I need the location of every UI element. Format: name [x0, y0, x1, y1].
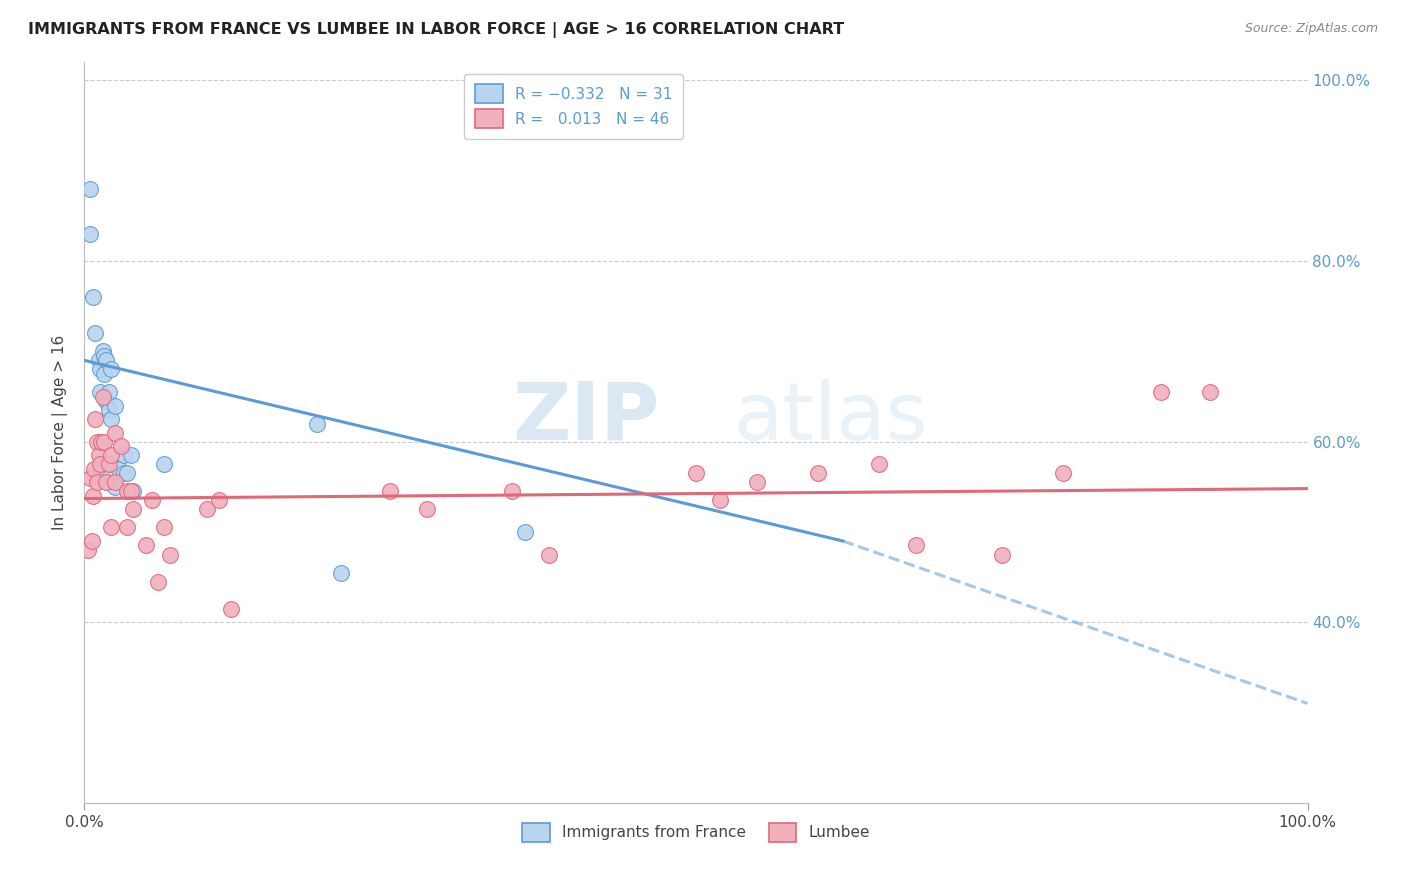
Point [96, 475, 118, 490]
Point [195, 502, 218, 516]
Point [120, 484, 142, 499]
Point [97, 403, 120, 417]
Point [93, 434, 115, 449]
Point [100, 412, 122, 426]
Legend: Immigrants from France, Lumbee: Immigrants from France, Lumbee [513, 814, 879, 851]
Text: atlas: atlas [733, 379, 927, 457]
Point [159, 548, 181, 562]
Point [104, 475, 127, 490]
Point [747, 475, 769, 490]
Point [96, 353, 118, 368]
Point [502, 484, 524, 499]
Point [79, 471, 101, 485]
Point [86, 475, 108, 490]
Point [709, 493, 731, 508]
Text: ZIP: ZIP [512, 379, 659, 457]
Point [86, 434, 108, 449]
Point [115, 484, 138, 499]
Point [84, 412, 107, 426]
Y-axis label: In Labor Force | Age > 16: In Labor Force | Age > 16 [52, 335, 69, 530]
Point [104, 399, 127, 413]
Point [208, 493, 231, 508]
Point [89, 362, 111, 376]
Point [87, 448, 110, 462]
Point [115, 467, 138, 481]
Point [79, 227, 101, 241]
Point [135, 539, 157, 553]
Point [91, 344, 114, 359]
Point [107, 461, 129, 475]
Point [112, 448, 135, 462]
Point [112, 467, 135, 481]
Point [104, 480, 127, 494]
Point [1150, 384, 1173, 399]
Point [97, 384, 120, 399]
Point [91, 390, 114, 404]
Text: Source: ZipAtlas.com: Source: ZipAtlas.com [1244, 22, 1378, 36]
Point [110, 439, 132, 453]
Point [104, 425, 127, 440]
Point [89, 457, 111, 471]
Point [96, 394, 118, 409]
Point [416, 502, 439, 516]
Point [685, 467, 707, 481]
Point [84, 326, 107, 341]
Point [120, 448, 142, 462]
Point [122, 484, 145, 499]
Point [1198, 384, 1220, 399]
Point [80, 533, 103, 548]
Point [141, 493, 163, 508]
Point [869, 457, 891, 471]
Point [330, 566, 353, 580]
Point [100, 520, 122, 534]
Point [380, 484, 402, 499]
Point [305, 417, 328, 431]
Point [82, 489, 104, 503]
Point [97, 471, 120, 485]
Point [93, 367, 115, 381]
Point [219, 601, 242, 615]
Point [83, 461, 105, 475]
Point [79, 182, 101, 196]
Point [513, 524, 536, 539]
Point [153, 520, 176, 534]
Point [1052, 467, 1074, 481]
Point [807, 467, 830, 481]
Point [115, 520, 138, 534]
Point [122, 502, 145, 516]
Point [905, 539, 928, 553]
Point [90, 434, 112, 449]
Point [100, 448, 122, 462]
Point [87, 353, 110, 368]
Point [100, 362, 122, 376]
Point [153, 457, 176, 471]
Point [146, 574, 169, 589]
Text: IMMIGRANTS FROM FRANCE VS LUMBEE IN LABOR FORCE | AGE > 16 CORRELATION CHART: IMMIGRANTS FROM FRANCE VS LUMBEE IN LABO… [28, 22, 844, 38]
Point [991, 548, 1014, 562]
Point [93, 349, 115, 363]
Point [77, 543, 100, 558]
Point [538, 548, 561, 562]
Point [89, 384, 111, 399]
Point [82, 290, 104, 304]
Point [97, 457, 120, 471]
